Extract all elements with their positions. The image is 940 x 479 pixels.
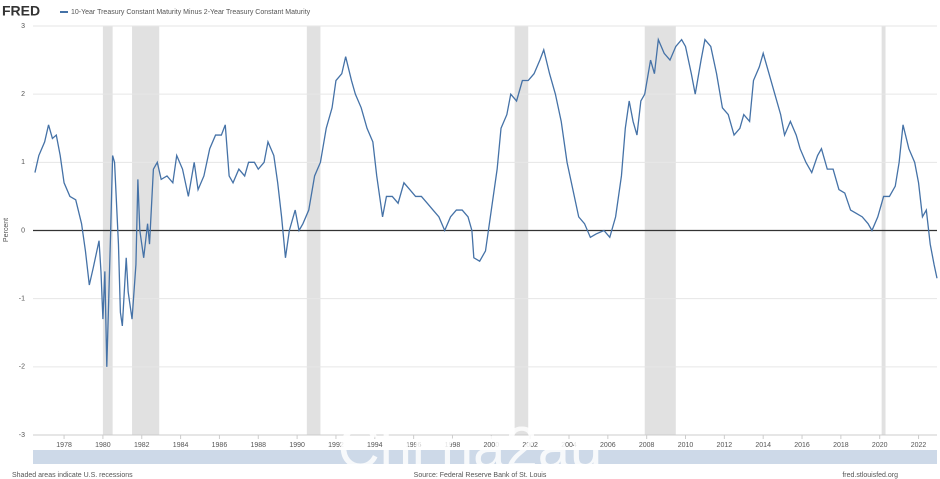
x-tick-label: 2016 [794,442,810,449]
y-tick-label: -3 [19,432,25,439]
x-tick-label: 2006 [600,442,616,449]
x-tick-label: 1984 [173,442,189,449]
y-tick-label: 3 [21,23,25,30]
x-tick-label: 1998 [445,442,461,449]
x-tick-label: 2020 [872,442,888,449]
x-tick-label: 1990 [289,442,305,449]
y-tick-label: -1 [19,296,25,303]
y-tick-label: 1 [21,159,25,166]
site: fred.stlouisfed.org [842,472,898,479]
x-tick-label: 1992 [328,442,344,449]
legend-label: 10-Year Treasury Constant Maturity Minus… [71,9,311,16]
recession-note: Shaded areas indicate U.S. recessions [12,472,133,479]
y-tick-label: 2 [21,91,25,98]
x-tick-label: 2012 [717,442,733,449]
watermark: Chi na2au [338,415,602,479]
x-tick-label: 2004 [561,442,577,449]
y-tick-label: -2 [19,364,25,371]
x-tick-label: 2018 [833,442,849,449]
x-tick-label: 2002 [522,442,538,449]
x-tick-label: 2000 [484,442,500,449]
x-tick-label: 2008 [639,442,655,449]
x-tick-label: 1986 [212,442,228,449]
source: Source: Federal Reserve Bank of St. Loui… [414,472,547,479]
x-tick-label: 2022 [911,442,927,449]
y-tick-label: 0 [21,227,25,234]
logo: FRED [2,3,40,19]
series-line [34,37,938,367]
x-tick-label: 2010 [678,442,694,449]
x-tick-label: 1980 [95,442,111,449]
x-tick-label: 1978 [56,442,72,449]
x-tick-label: 1988 [250,442,266,449]
x-tick-label: 2014 [755,442,771,449]
y-axis-label: Percent [3,218,10,242]
x-tick-label: 1996 [406,442,422,449]
navigator[interactable] [33,450,937,464]
x-tick-label: 1994 [367,442,383,449]
x-tick-label: 1982 [134,442,150,449]
